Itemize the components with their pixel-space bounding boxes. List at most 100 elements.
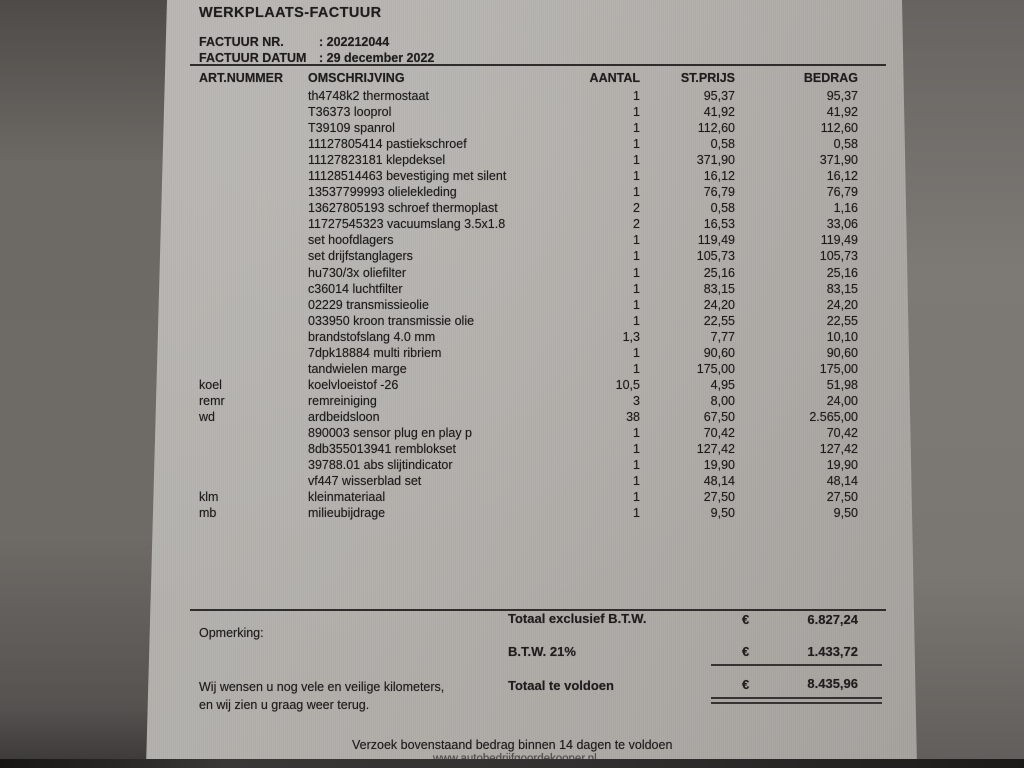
cell-aantal: 1 (633, 361, 640, 376)
cell-omschrijving: hu730/3x oliefilter (308, 265, 406, 280)
cell-bedrag: 119,49 (820, 233, 858, 248)
cell-artnummer: mb (199, 506, 217, 521)
cell-aantal: 1 (633, 442, 640, 457)
table-row: tandwielen marge 1 175,00 175,00 (199, 362, 858, 378)
cell-bedrag: 48,14 (826, 474, 858, 489)
table-row: hu730/3x oliefilter 1 25,16 25,16 (199, 266, 858, 282)
table-row: 11128514463 bevestiging met silent 1 16,… (199, 169, 858, 185)
table-row: wd ardbeidsloon 38 67,50 2.565,00 (199, 410, 858, 426)
opmerking-label: Opmerking: (199, 626, 264, 640)
cell-omschrijving: 13627805193 schroef thermoplast (308, 201, 498, 216)
cell-omschrijving: T39109 spanrol (308, 121, 395, 136)
cell-stprijs: 119,49 (697, 233, 735, 248)
table-row: T36373 looprol 1 41,92 41,92 (199, 105, 858, 121)
table-row: set drijfstanglagers 1 105,73 105,73 (199, 249, 858, 265)
payment-note: Verzoek bovenstaand bedrag binnen 14 dag… (352, 738, 673, 752)
cell-bedrag: 90,60 (826, 345, 858, 360)
cell-stprijs: 0,58 (710, 201, 735, 216)
grand-total-label: Totaal te voldoen (508, 678, 614, 693)
table-row: 02229 transmissieolie 1 24,20 24,20 (199, 298, 858, 314)
cell-bedrag: 175,00 (819, 361, 858, 376)
cell-stprijs: 95,37 (703, 89, 735, 103)
cell-stprijs: 48,14 (703, 474, 735, 489)
cell-aantal: 1 (633, 233, 640, 248)
cell-aantal: 1 (633, 89, 640, 103)
table-row: 13537799993 olielekleding 1 76,79 76,79 (199, 185, 858, 201)
cell-stprijs: 22,55 (703, 313, 735, 328)
cell-stprijs: 90,60 (703, 345, 735, 360)
table-row: brandstofslang 4.0 mm 1,3 7,77 10,10 (199, 330, 858, 346)
cell-aantal: 1 (633, 153, 640, 168)
cell-omschrijving: vf447 wisserblad set (308, 474, 422, 489)
table-row: 39788.01 abs slijtindicator 1 19,90 19,9… (199, 458, 858, 474)
column-header-stprijs: ST.PRIJS (680, 71, 735, 85)
table-row: c36014 luchtfilter 1 83,15 83,15 (199, 282, 858, 298)
cell-bedrag: 9,50 (833, 506, 858, 521)
cell-omschrijving: 11127805414 pastiekschroef (308, 137, 467, 152)
table-header-row: ART.NUMMER OMSCHRIJVING AANTAL ST.PRIJS … (199, 71, 858, 85)
totals-divider (190, 609, 886, 611)
cell-aantal: 1,3 (622, 329, 640, 344)
table-row: th4748k2 thermostaat 1 95,37 95,37 (199, 89, 858, 105)
table-row: 11127805414 pastiekschroef 1 0,58 0,58 (199, 137, 858, 153)
cell-aantal: 1 (633, 105, 640, 120)
cell-omschrijving: 11727545323 vacuumslang 3.5x1.8 (308, 217, 506, 232)
cell-artnummer: koel (199, 377, 222, 392)
closing-line-1: Wij wensen u nog vele en veilige kilomet… (199, 680, 445, 694)
cell-stprijs: 105,73 (696, 249, 735, 264)
cell-aantal: 1 (633, 185, 640, 200)
table-row: 7dpk18884 multi ribriem 1 90,60 90,60 (199, 346, 858, 362)
btw-value: 1.433,72 (807, 644, 858, 659)
cell-aantal: 1 (633, 425, 640, 440)
cell-aantal: 1 (633, 249, 640, 264)
cell-bedrag: 70,42 (826, 425, 858, 440)
column-header-omschrijving: OMSCHRIJVING (308, 71, 405, 85)
cell-stprijs: 70,42 (703, 425, 735, 440)
cell-stprijs: 27,50 (703, 490, 735, 505)
cell-stprijs: 76,79 (703, 185, 735, 200)
cell-aantal: 1 (633, 137, 640, 152)
table-row: 8db355013941 remblokset 1 127,42 127,42 (199, 442, 858, 458)
cell-artnummer: wd (199, 409, 215, 424)
table-row: T39109 spanrol 1 112,60 112,60 (199, 121, 858, 137)
cell-stprijs: 112,60 (697, 121, 735, 136)
grand-total-value: 8.435,96 (807, 676, 858, 691)
cell-bedrag: 22,55 (826, 313, 858, 328)
cell-aantal: 10,5 (615, 377, 640, 392)
grand-total-underline-bottom (711, 702, 882, 704)
cell-aantal: 38 (626, 409, 640, 424)
table-row: 033950 kroon transmissie olie 1 22,55 22… (199, 314, 858, 330)
cell-omschrijving: T36373 looprol (308, 105, 392, 120)
invoice-date-value: : 29 december 2022 (319, 50, 435, 65)
cell-stprijs: 19,90 (703, 458, 735, 473)
cell-bedrag: 24,20 (826, 297, 858, 312)
cell-aantal: 1 (633, 313, 640, 328)
cell-omschrijving: remreiniging (308, 393, 377, 408)
header-divider (190, 64, 886, 66)
invoice-meta: FACTUUR NR. : 202212044 FACTUUR DATUM : … (199, 35, 434, 66)
cell-bedrag: 41,92 (826, 105, 858, 120)
cell-aantal: 1 (633, 169, 640, 184)
cell-omschrijving: 033950 kroon transmissie olie (308, 313, 475, 328)
cell-omschrijving: 8db355013941 remblokset (308, 442, 457, 457)
photo-bottom-edge (0, 759, 1024, 768)
table-row: 13627805193 schroef thermoplast 2 0,58 1… (199, 201, 858, 217)
table-row: remr remreiniging 3 8,00 24,00 (199, 394, 858, 410)
cell-omschrijving: brandstofslang 4.0 mm (308, 329, 436, 344)
cell-omschrijving: th4748k2 thermostaat (308, 89, 429, 103)
grand-total-underline-top (711, 697, 882, 699)
column-header-bedrag: BEDRAG (803, 71, 858, 85)
cell-omschrijving: 890003 sensor plug en play p (308, 425, 473, 440)
cell-artnummer: klm (199, 490, 219, 505)
table-row: mb milieubijdrage 1 9,50 9,50 (199, 506, 858, 522)
cell-bedrag: 105,73 (819, 249, 858, 264)
cell-omschrijving: c36014 luchtfilter (308, 281, 403, 296)
cell-aantal: 1 (633, 281, 640, 296)
cell-aantal: 1 (633, 506, 640, 521)
cell-stprijs: 83,15 (703, 281, 735, 296)
cell-stprijs: 67,50 (703, 409, 735, 424)
cell-omschrijving: 11128514463 bevestiging met silent (308, 169, 507, 184)
cell-artnummer: remr (199, 393, 225, 408)
invoice-title: WERKPLAATS-FACTUUR (199, 5, 382, 21)
grand-total-currency: € (742, 677, 750, 692)
